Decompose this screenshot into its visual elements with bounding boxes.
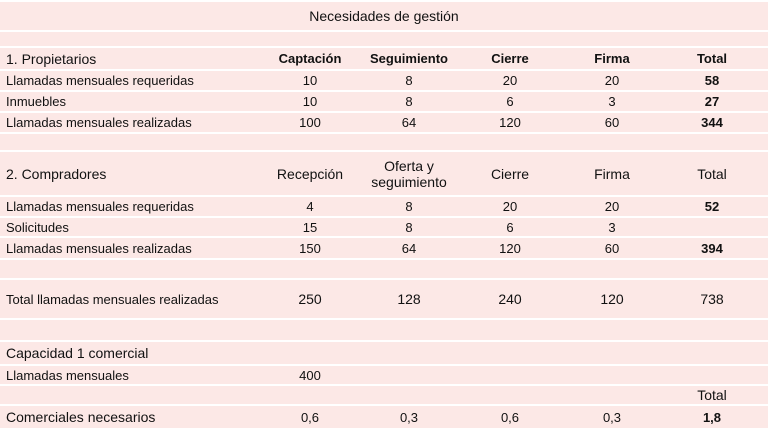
cell: 0,3	[602, 409, 622, 425]
cell: 8	[405, 94, 413, 109]
row-label: Llamadas mensuales realizadas	[6, 240, 192, 256]
cell: 15	[302, 219, 318, 235]
band	[0, 197, 768, 216]
col-header-oferta: Oferta y seguimiento	[371, 157, 447, 190]
cell: 20	[604, 73, 620, 88]
cell-total: 27	[704, 94, 720, 109]
cell: 128	[397, 291, 421, 307]
cell-total: 738	[700, 291, 724, 307]
cell: 0,6	[300, 409, 320, 425]
row-label: Llamadas mensuales requeridas	[6, 199, 194, 214]
spacer-row	[0, 32, 768, 46]
cell: 6	[506, 219, 514, 235]
band	[0, 48, 768, 69]
total-row-label: Total llamadas mensuales realizadas	[6, 291, 219, 307]
title-band	[0, 2, 768, 30]
section1-label: 1. Propietarios	[6, 50, 97, 67]
capacity-value: 400	[299, 367, 321, 383]
band	[0, 386, 768, 404]
col-header-recepcion: Recepción	[276, 165, 344, 182]
cell: 120	[600, 291, 624, 307]
col-header-firma: Firma	[594, 51, 630, 66]
cell: 20	[502, 73, 518, 88]
cell: 10	[302, 94, 318, 109]
capacity-row-label: Llamadas mensuales	[6, 367, 129, 383]
section2-label: 2. Compradores	[6, 165, 107, 182]
col-header-cierre: Cierre	[491, 51, 529, 66]
cell-total: 58	[704, 73, 720, 88]
cell-total: 394	[701, 240, 723, 256]
col-header-cierre: Cierre	[490, 165, 530, 182]
band	[0, 342, 768, 364]
needed-total-header: Total	[697, 387, 727, 403]
col-header-seguimiento: Seguimiento	[369, 51, 448, 66]
spacer-row	[0, 320, 768, 340]
cell: 60	[604, 240, 620, 256]
cell-total	[664, 218, 760, 236]
row-label: Inmuebles	[6, 94, 66, 109]
cell: 250	[298, 291, 322, 307]
band	[0, 92, 768, 111]
band	[0, 218, 768, 236]
sheet-title: Necesidades de gestión	[309, 8, 459, 24]
cell: 6	[506, 94, 514, 109]
col-header-firma: Firma	[594, 165, 630, 182]
spacer-row	[0, 134, 768, 150]
cell: 10	[302, 73, 318, 88]
cell: 120	[499, 240, 521, 256]
band	[0, 113, 768, 132]
cell-total: 52	[704, 199, 720, 214]
cell: 64	[401, 115, 417, 130]
col-header-total: Total	[697, 165, 727, 182]
col-header-captacion: Captación	[278, 51, 342, 66]
cell: 240	[498, 291, 522, 307]
cell: 0,6	[500, 409, 520, 425]
spacer-row	[0, 260, 768, 278]
row-label: Solicitudes	[6, 219, 69, 235]
cell: 8	[405, 219, 413, 235]
needed-label: Comerciales necesarios	[6, 409, 156, 425]
cell-total: 344	[701, 115, 723, 130]
cell: 8	[405, 73, 413, 88]
band	[0, 280, 768, 318]
cell: 8	[405, 199, 413, 214]
row-label: Llamadas mensuales requeridas	[6, 73, 194, 88]
cell: 20	[604, 199, 620, 214]
cell: 20	[502, 199, 518, 214]
cell: 64	[401, 240, 417, 256]
band	[0, 366, 768, 384]
band	[0, 71, 768, 90]
col-header-total: Total	[696, 51, 728, 66]
capacity-label: Capacidad 1 comercial	[6, 345, 149, 361]
cell: 150	[299, 240, 321, 256]
cell: 4	[306, 199, 314, 214]
band	[0, 406, 768, 428]
cell: 120	[499, 115, 521, 130]
cell: 100	[299, 115, 321, 130]
cell: 3	[608, 94, 616, 109]
cell: 60	[604, 115, 620, 130]
band	[0, 238, 768, 258]
cell: 0,3	[399, 409, 419, 425]
row-label: Llamadas mensuales realizadas	[6, 115, 192, 130]
cell: 3	[608, 219, 616, 235]
band	[0, 152, 768, 195]
cell-total: 1,8	[702, 409, 722, 425]
